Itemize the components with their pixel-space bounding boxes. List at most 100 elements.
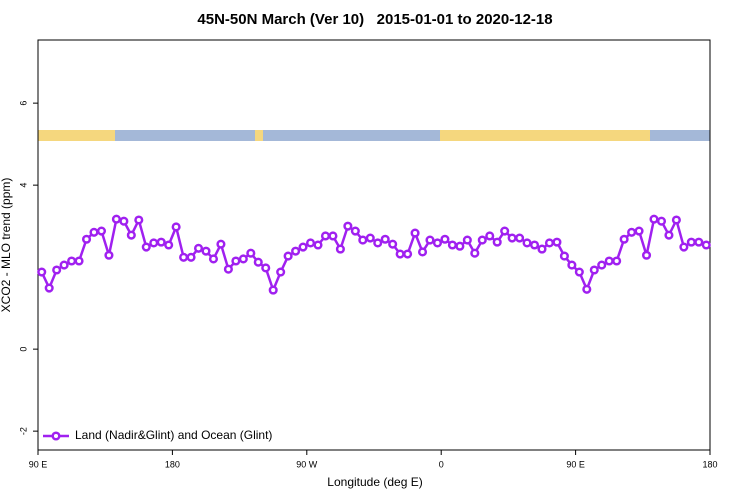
point [134, 215, 144, 225]
point [179, 252, 189, 262]
point [37, 267, 47, 277]
point [149, 238, 159, 248]
point [544, 238, 555, 248]
point [313, 240, 323, 250]
series-line [40, 216, 707, 294]
point [223, 264, 233, 274]
x-tick-label: 90 E [566, 459, 585, 469]
point [634, 226, 644, 236]
point [246, 248, 256, 258]
y-tick-label: 6 [18, 101, 28, 106]
point [164, 240, 174, 250]
point [671, 215, 681, 225]
point [679, 242, 689, 252]
legend-marker [51, 431, 61, 441]
legend-label: Land (Nadir&Glint) and Ocean (Glint) [75, 428, 272, 442]
point [470, 248, 480, 258]
point [126, 230, 136, 240]
point [537, 244, 547, 254]
point [694, 237, 704, 247]
point [425, 235, 435, 245]
point [81, 234, 92, 244]
point [201, 246, 211, 256]
point [641, 250, 652, 260]
point [268, 285, 278, 295]
point [171, 222, 181, 232]
point [597, 260, 607, 270]
point [664, 230, 674, 240]
point [447, 240, 457, 250]
point [701, 240, 711, 250]
y-tick-label: 4 [18, 183, 28, 188]
point [320, 231, 331, 241]
point [44, 283, 54, 293]
point [582, 284, 592, 294]
point [604, 256, 614, 266]
point [67, 256, 77, 266]
point [291, 246, 301, 256]
point [104, 250, 114, 260]
point [343, 221, 353, 231]
point [515, 233, 525, 243]
point [395, 249, 405, 259]
x-axis-label: Longitude (deg E) [327, 475, 422, 489]
point [492, 237, 502, 247]
point [649, 214, 659, 224]
point [283, 251, 293, 261]
point [589, 265, 599, 275]
point [96, 226, 107, 236]
point [417, 247, 428, 257]
point [403, 249, 413, 259]
point [574, 267, 584, 277]
y-tick-label: -2 [18, 427, 28, 435]
point [656, 216, 667, 226]
land-band [38, 130, 115, 141]
point [261, 263, 271, 273]
point [686, 237, 696, 247]
point [500, 226, 510, 236]
point [380, 234, 390, 244]
point [335, 244, 345, 254]
point [208, 254, 219, 264]
point [238, 254, 248, 264]
land-ocean-strip [38, 130, 710, 141]
point [216, 239, 226, 249]
point [612, 256, 622, 266]
chart-title: 45N-50N March (Ver 10) 2015-01-01 to 202… [197, 11, 552, 28]
point [432, 238, 443, 248]
point [89, 227, 99, 237]
point [567, 260, 577, 270]
point [350, 226, 360, 236]
x-tick-label: 180 [702, 459, 717, 469]
point [52, 265, 62, 275]
point [186, 252, 196, 262]
point [276, 267, 286, 277]
point [440, 234, 450, 244]
point [193, 243, 204, 253]
point [388, 239, 398, 249]
point [559, 251, 569, 261]
x-tick-label: 90 W [296, 459, 318, 469]
point [477, 235, 487, 245]
point [111, 214, 121, 224]
point [485, 231, 495, 241]
point [529, 240, 540, 250]
point [119, 216, 129, 226]
point [522, 238, 532, 248]
x-tick-label: 0 [439, 459, 444, 469]
x-tick-label: 180 [165, 459, 180, 469]
land-band [255, 130, 263, 141]
point [358, 235, 368, 245]
land-band [440, 130, 650, 141]
point [507, 233, 517, 243]
point [462, 235, 472, 245]
point [365, 233, 375, 243]
x-tick-label: 90 E [29, 459, 48, 469]
point [619, 234, 629, 244]
point [253, 257, 263, 267]
point [455, 241, 465, 251]
point [74, 256, 84, 266]
point [627, 227, 637, 237]
point [59, 260, 69, 270]
